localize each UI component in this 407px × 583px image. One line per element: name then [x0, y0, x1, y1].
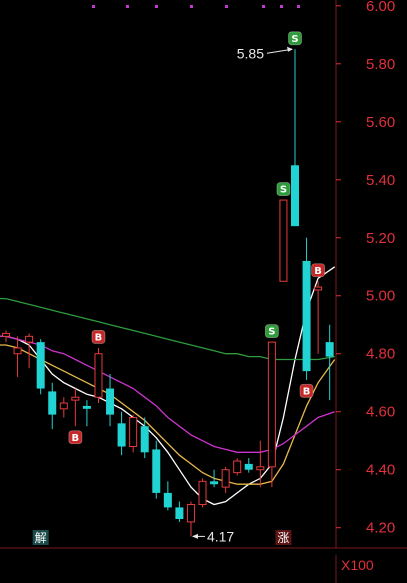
- candle-body-down: [117, 423, 126, 447]
- volume-scale-label: X100: [341, 557, 374, 573]
- candle-body-down: [302, 260, 311, 372]
- top-marker-dot: [126, 5, 129, 8]
- y-tick-label: 5.80: [366, 56, 395, 73]
- y-tick-label: 5.40: [366, 172, 395, 189]
- sell-signal-badge: [276, 182, 291, 196]
- signal-badge-label: B: [95, 333, 103, 344]
- candle-body-down: [36, 342, 45, 389]
- candle-body-down: [106, 388, 115, 415]
- annotation-arrowhead: [191, 533, 198, 539]
- signal-badge-label: S: [280, 185, 287, 196]
- top-marker-dot: [225, 5, 228, 8]
- candle-body-down: [325, 342, 334, 357]
- candle-body-down: [210, 481, 219, 485]
- candle-body-up: [233, 460, 242, 474]
- candle-body-up: [256, 466, 265, 471]
- candle-body-up: [94, 353, 103, 398]
- candle-body-up: [314, 286, 323, 291]
- event-marker: [32, 530, 49, 545]
- candle-body-up: [267, 341, 276, 468]
- candle-body-up: [71, 396, 80, 401]
- signal-badge-label: S: [268, 327, 275, 338]
- moving-average-line: [0, 344, 336, 485]
- annotation-label: 4.17: [207, 528, 234, 544]
- annotation-label: 5.85: [237, 45, 264, 61]
- top-marker-dot: [190, 5, 193, 8]
- y-tick-label: 5.20: [366, 230, 395, 247]
- candle-body-up: [13, 347, 22, 355]
- top-marker-dot: [262, 5, 265, 8]
- candle-body-up: [2, 332, 10, 337]
- y-tick-label: 5.60: [366, 114, 395, 131]
- signal-badge-label: B: [314, 266, 322, 277]
- buy-signal-badge: [299, 383, 314, 398]
- event-marker: [275, 530, 292, 545]
- sell-signal-badge: [288, 31, 302, 46]
- candle-body-down: [48, 391, 57, 415]
- candle-body-down: [140, 426, 149, 453]
- y-tick-label: 4.20: [366, 520, 395, 537]
- sell-signal-badge: [264, 324, 279, 339]
- signal-badge-label: B: [303, 386, 311, 397]
- top-marker-dot: [280, 5, 283, 8]
- candle-body-up: [198, 480, 207, 506]
- top-marker-dot: [155, 5, 158, 8]
- y-tick-label: 4.80: [366, 346, 395, 363]
- buy-signal-badge: [311, 263, 326, 278]
- buy-signal-badge: [68, 430, 83, 445]
- candle-body-up: [59, 402, 68, 410]
- top-marker-dot: [92, 5, 95, 8]
- candle-body-up: [129, 417, 138, 448]
- signal-badge-label: S: [291, 34, 298, 45]
- candle-body-down: [82, 405, 91, 409]
- candle-body-up: [221, 469, 230, 488]
- candle-body-up: [279, 199, 288, 282]
- y-tick-label: 6.00: [366, 0, 395, 15]
- candle-body-down: [175, 507, 184, 520]
- annotation-arrowhead: [287, 46, 293, 52]
- candle-body-up: [25, 335, 34, 343]
- signal-badge-label: B: [72, 433, 80, 444]
- y-tick-label: 4.60: [366, 404, 395, 421]
- candle-body-down: [244, 463, 253, 470]
- candle-body-down: [291, 165, 299, 227]
- event-marker-label: 涨: [277, 530, 289, 545]
- buy-signal-badge: [91, 330, 106, 344]
- candle-body-down: [152, 449, 161, 493]
- candle-body-down: [163, 492, 172, 508]
- y-tick-label: 4.40: [366, 462, 395, 479]
- event-marker-label: 解: [35, 531, 47, 545]
- top-marker-dot: [297, 5, 300, 8]
- y-tick-label: 5.00: [366, 288, 395, 305]
- candle-body-up: [186, 504, 195, 523]
